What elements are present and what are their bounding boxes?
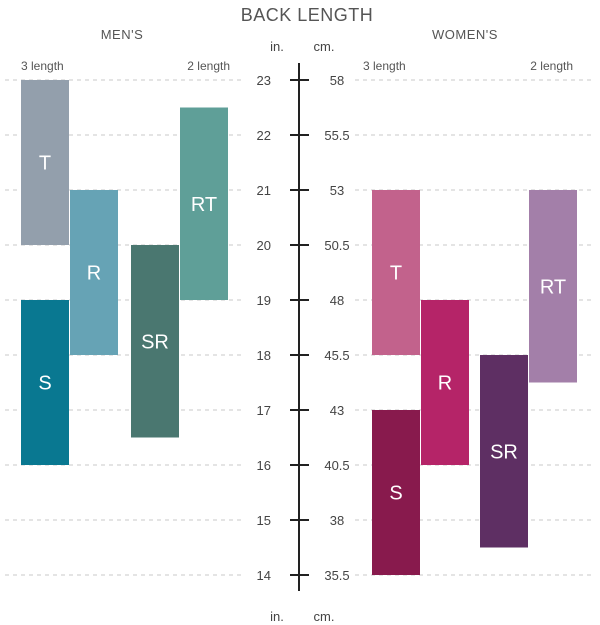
cm-tick-label: 50.5 [324,238,349,253]
womens-bar-r [421,300,469,465]
inch-tick-label: 15 [257,513,271,528]
inch-tick-label: 16 [257,458,271,473]
cm-tick-label: 48 [330,293,344,308]
inch-tick-label: 17 [257,403,271,418]
cm-tick-label: 38 [330,513,344,528]
cm-tick-label: 43 [330,403,344,418]
womens-heading: WOMEN'S [432,27,498,42]
womens-3-length-note: 3 length [363,59,406,73]
inch-tick-label: 20 [257,238,271,253]
cm-tick-label: 55.5 [324,128,349,143]
womens-bar-sr [480,355,528,548]
mens-bar-rt [180,107,228,300]
inch-unit-bottom: in. [270,609,284,624]
cm-unit-bottom: cm. [314,609,335,624]
mens-bar-sr [131,245,179,438]
mens-3-length-note: 3 length [21,59,64,73]
womens-bar-label-sr: SR [490,441,518,463]
mens-bar-label-sr: SR [141,331,169,353]
mens-bar-label-rt: RT [191,194,217,216]
inch-tick-label: 22 [257,128,271,143]
womens-bar-s [372,410,420,575]
womens-2-length-note: 2 length [530,59,573,73]
mens-bar-label-t: T [39,153,51,175]
cm-tick-label: 45.5 [324,348,349,363]
inch-tick-label: 19 [257,293,271,308]
inch-unit-top: in. [270,39,284,54]
cm-tick-label: 40.5 [324,458,349,473]
inch-tick-label: 21 [257,183,271,198]
cm-tick-label: 58 [330,73,344,88]
chart-title: BACK LENGTH [241,5,374,25]
mens-bar-label-r: R [87,263,101,285]
womens-bar-rt [529,190,577,383]
womens-bar-label-r: R [438,373,452,395]
mens-bar-t [21,80,69,245]
womens-bar-label-s: S [389,483,402,505]
cm-tick-label: 35.5 [324,568,349,583]
inch-tick-label: 23 [257,73,271,88]
womens-bar-label-t: T [390,263,402,285]
womens-bar-label-rt: RT [540,276,566,298]
womens-bar-t [372,190,420,355]
cm-unit-top: cm. [314,39,335,54]
cm-tick-label: 53 [330,183,344,198]
inch-tick-label: 14 [257,568,271,583]
mens-2-length-note: 2 length [187,59,230,73]
mens-bar-label-s: S [38,373,51,395]
axis-ticks: 23 58 22 55.5 21 53 20 50.5 19 48 18 45.5 17 43 16 40.5… [257,73,350,583]
mens-bar-r [70,190,118,355]
mens-heading: MEN'S [101,27,144,42]
mens-bar-s [21,300,69,465]
inch-tick-label: 18 [257,348,271,363]
